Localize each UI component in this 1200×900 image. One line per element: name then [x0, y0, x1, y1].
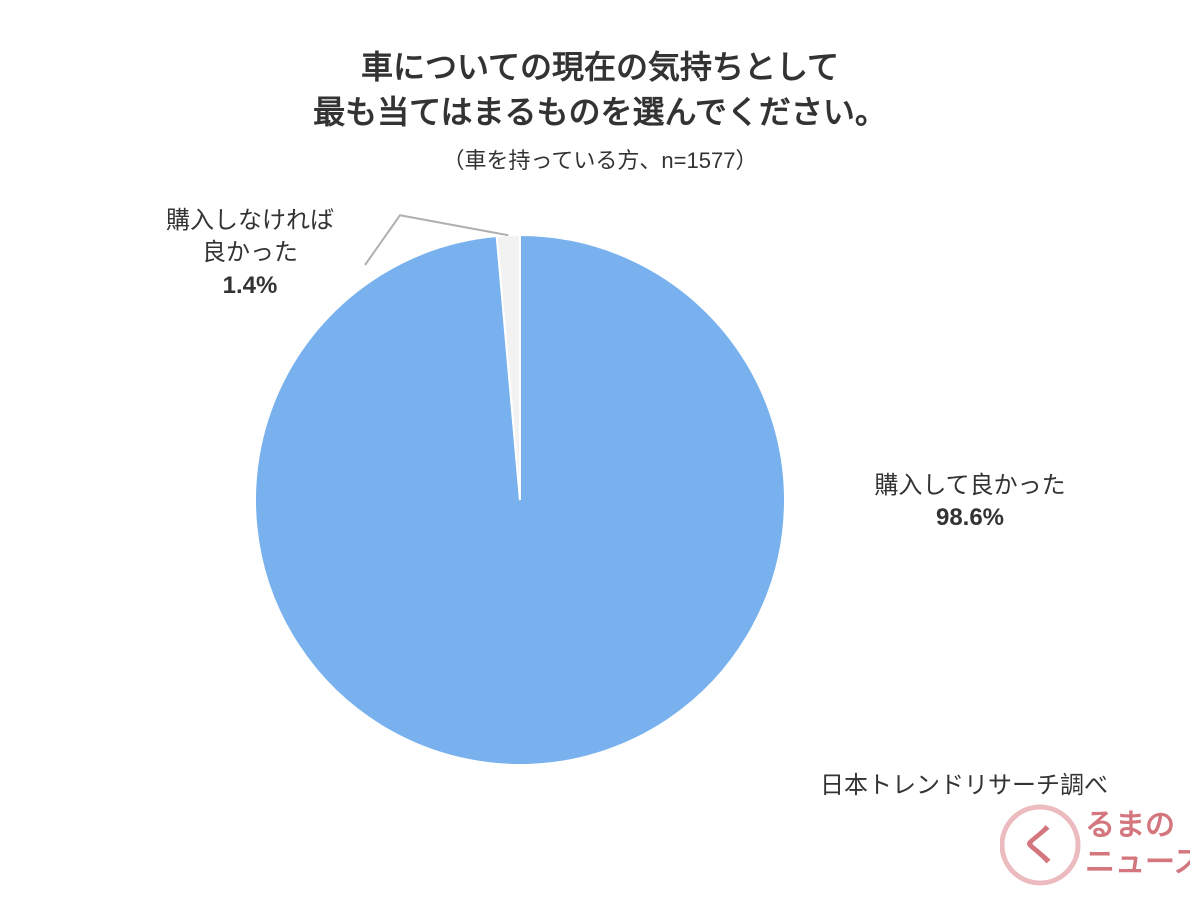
logo-text-bottom: ニュース [1085, 846, 1190, 879]
slice-pct-regret: 1.4% [120, 270, 380, 302]
slice-label-regret: 購入しなければ 良かった 1.4% [120, 205, 380, 302]
pie-chart [255, 235, 785, 765]
site-logo: く るまの ニュース [1000, 790, 1190, 890]
chart-title-line-1: 車についての現在の気持ちとして [0, 45, 1200, 90]
slice-label-glad: 購入して良かった 98.6% [820, 470, 1120, 535]
chart-title-line-2: 最も当てはまるものを選んでください。 [0, 90, 1200, 135]
slice-label-regret-line1: 購入しなければ [120, 205, 380, 237]
logo-letter: く [1019, 822, 1061, 869]
logo-text-top: るまの [1085, 809, 1175, 842]
chart-subtitle: （車を持っている方、n=1577） [0, 143, 1200, 175]
slice-pct-glad: 98.6% [820, 502, 1120, 534]
slice-label-regret-line2: 良かった [120, 237, 380, 269]
chart-container: { "chart": { "type": "pie", "title_line1… [0, 0, 1200, 900]
slice-label-glad-text: 購入して良かった [820, 470, 1120, 502]
chart-title-block: 車についての現在の気持ちとして 最も当てはまるものを選んでください。 （車を持っ… [0, 45, 1200, 175]
